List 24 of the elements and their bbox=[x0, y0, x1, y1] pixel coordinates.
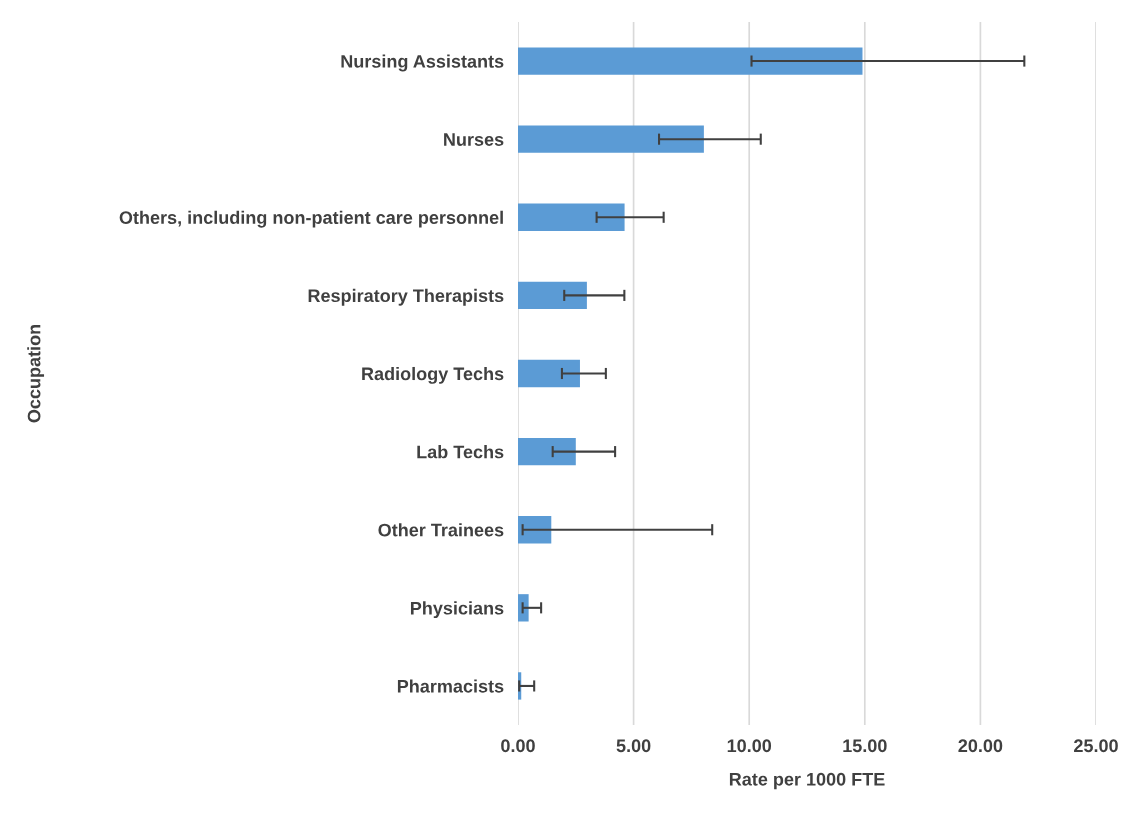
x-tick-label: 15.00 bbox=[843, 739, 887, 753]
y-tick-label: Nursing Assistants bbox=[341, 54, 504, 72]
y-tick-label: Nurses bbox=[444, 133, 504, 146]
x-tick-label: 5.00 bbox=[616, 739, 651, 753]
x-tick-label: 20.00 bbox=[958, 739, 1003, 753]
x-tick-label: 0.00 bbox=[501, 739, 535, 753]
y-tick-label: Radiology Techs bbox=[362, 366, 504, 384]
y-tick-label: Physicians bbox=[410, 601, 504, 619]
y-tick-label: Others, including non-patient care personnel bbox=[119, 210, 503, 228]
y-tick-label: Lab Techs bbox=[417, 445, 504, 459]
bar bbox=[518, 516, 552, 544]
bar bbox=[518, 359, 580, 388]
x-tick-label: 25.00 bbox=[1074, 739, 1118, 753]
y-tick-label: Other Trainees bbox=[378, 523, 504, 537]
bar bbox=[518, 281, 587, 310]
bar bbox=[518, 203, 625, 231]
y-tick-label: Respiratory Therapists bbox=[308, 288, 504, 306]
y-tick-label: Pharmacists bbox=[397, 679, 504, 693]
bar bbox=[518, 125, 704, 153]
bar bbox=[518, 437, 576, 466]
y-axis-title: Occupation bbox=[27, 324, 45, 423]
x-tick-label: 10.00 bbox=[727, 739, 772, 753]
bar bbox=[518, 47, 863, 75]
x-axis-title: Rate per 1000 FTE bbox=[729, 772, 885, 790]
